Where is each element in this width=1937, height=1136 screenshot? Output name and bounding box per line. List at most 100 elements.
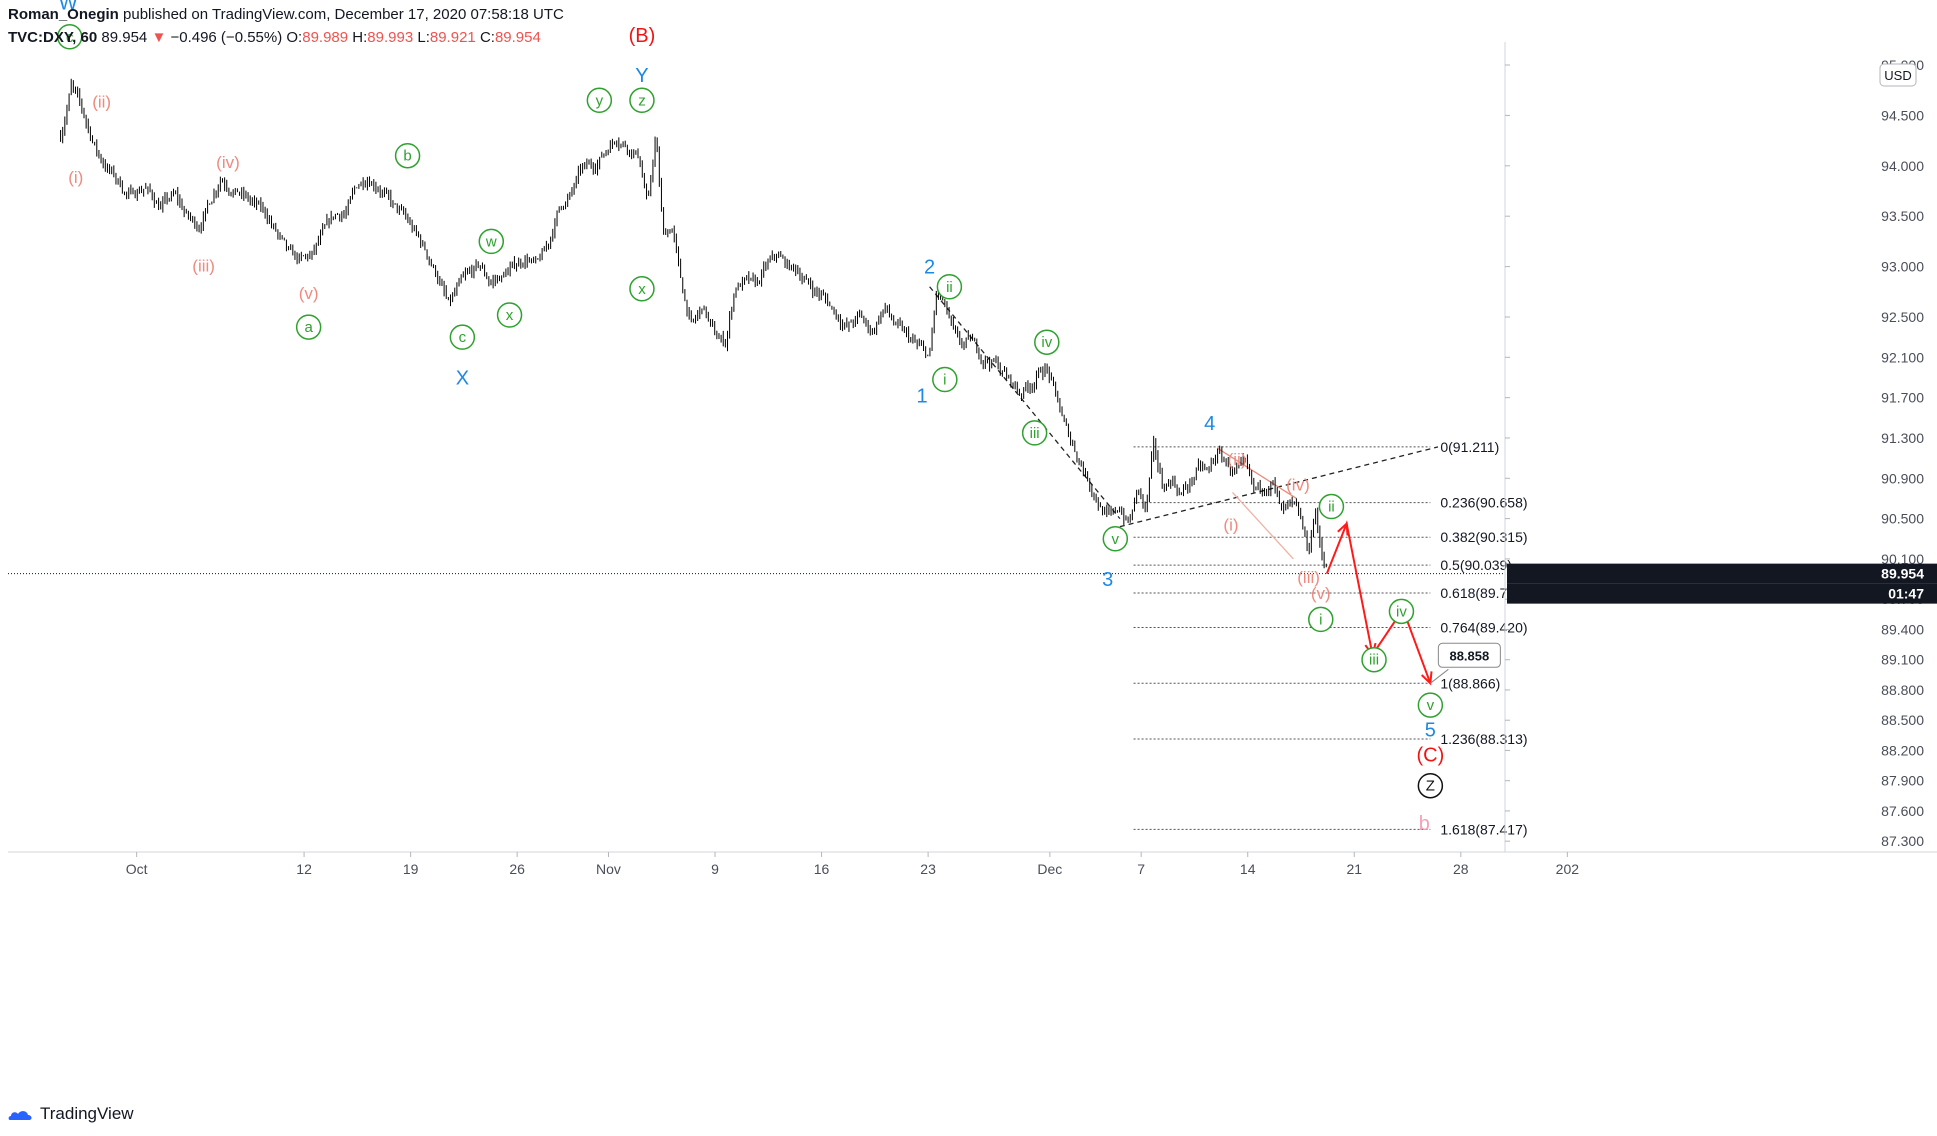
- price-change: −0.496 (−0.55%): [170, 29, 283, 46]
- wave-label-circle: [1034, 329, 1060, 355]
- wave-label: (i): [68, 168, 83, 187]
- y-tick-label: 92.100: [1881, 349, 1924, 365]
- wave-label: b: [1419, 813, 1430, 835]
- wave-label: W: [59, 0, 78, 15]
- countdown-tag-label: 01:47: [1888, 586, 1924, 602]
- wave-label-circle: [1318, 493, 1345, 520]
- y-tick-label: 91.300: [1881, 430, 1924, 446]
- wave-label: (iv): [1286, 475, 1310, 494]
- x-tick-label: 19: [403, 861, 419, 877]
- wave-label: b: [403, 148, 411, 165]
- wave-label-circle: [1021, 420, 1048, 446]
- y-tick-label: 90.900: [1881, 470, 1924, 486]
- currency-badge: [1879, 63, 1917, 87]
- wave-label: 5: [1425, 719, 1436, 741]
- x-tick-label: 16: [814, 861, 830, 877]
- wave-label-circle: [1417, 692, 1444, 718]
- tradingview-logo[interactable]: TradingView: [8, 1104, 134, 1124]
- close-label: C:: [479, 29, 495, 46]
- x-tick-label: 21: [1346, 861, 1362, 877]
- countdown-tag: [1507, 583, 1937, 604]
- x-tick-label: 23: [920, 861, 936, 877]
- wave-label-circle: [936, 274, 963, 300]
- fib-level-label: 0.764(89.420): [1440, 619, 1527, 635]
- wave-label: c: [459, 329, 467, 346]
- wave-label: (iii): [192, 257, 215, 276]
- axes: 95.00094.50094.00093.50093.00092.50092.1…: [8, 42, 1937, 877]
- y-tick-label: 93.000: [1881, 259, 1924, 275]
- wave-label-circle: [449, 324, 476, 350]
- open-label: O:: [286, 29, 303, 46]
- wave-label: i: [943, 371, 946, 388]
- wave-label: w: [485, 233, 497, 250]
- high-value: 89.993: [367, 29, 414, 46]
- wave-label-circle: [1361, 646, 1387, 673]
- low-value: 89.921: [429, 29, 476, 46]
- wave-label: 4: [1204, 413, 1215, 435]
- wave-label: (v): [1311, 584, 1331, 603]
- wave-label: 1: [916, 386, 927, 408]
- wave-label: c: [66, 29, 74, 46]
- wave-label: (B): [629, 25, 656, 47]
- wave-label: y: [596, 92, 604, 109]
- currency-badge-label: USD: [1884, 68, 1911, 83]
- wave-label: iv: [1396, 603, 1407, 620]
- wave-label: x: [638, 281, 646, 298]
- wave-label: (ii): [92, 92, 111, 111]
- wave-label: v: [1112, 531, 1120, 548]
- wave-label: (iii): [1297, 568, 1320, 587]
- y-tick-label: 91.700: [1881, 390, 1924, 406]
- trend-lines: [929, 286, 1439, 560]
- x-tick-label: 202: [1556, 861, 1580, 877]
- wave-label-circle: [932, 366, 958, 393]
- y-tick-label: 90.500: [1881, 511, 1924, 527]
- wave-label-circle: [1417, 772, 1444, 799]
- wave-label-circle: [394, 142, 421, 169]
- y-tick-label: 93.500: [1881, 208, 1924, 224]
- y-tick-label: 87.900: [1881, 773, 1924, 789]
- price-candles: [60, 78, 1327, 569]
- fib-level-label: 0.236(90.658): [1440, 495, 1527, 511]
- x-tick-label: 28: [1453, 861, 1469, 877]
- wave-label: (ii): [1228, 450, 1247, 469]
- projection-arrowhead: [1337, 521, 1349, 536]
- wave-label: (iv): [216, 153, 240, 172]
- projection-path: 88.858: [1325, 520, 1501, 686]
- y-tick-label: 88.500: [1881, 712, 1924, 728]
- fibonacci-levels: 0(91.211) 0.236(90.658) 0.382(90.315) 0.5(9…: [1133, 439, 1528, 837]
- fib-level-label: 0(91.211): [1440, 439, 1499, 455]
- target-callout-pointer: [1430, 668, 1449, 684]
- wave-label-circle: [478, 228, 505, 255]
- wave-label: a: [304, 319, 313, 336]
- fib-level-label: 1.618(87.417): [1440, 821, 1527, 837]
- wave-label: x: [506, 307, 514, 324]
- y-tick-label: 88.200: [1881, 742, 1924, 758]
- fib-level-label: 0.382(90.315): [1440, 529, 1527, 545]
- y-tick-label: 94.500: [1881, 107, 1924, 123]
- wave-label: X: [456, 367, 469, 389]
- wave-label: (v): [299, 284, 319, 303]
- wave-label-circle: [1308, 606, 1334, 633]
- wave-label: iii: [1030, 425, 1040, 442]
- wave-label: Z: [1426, 778, 1435, 795]
- wave-label: ii: [1328, 499, 1335, 516]
- y-tick-label: 87.300: [1881, 833, 1924, 849]
- fib-level-label: 0.5(90.039): [1440, 557, 1512, 573]
- author-name[interactable]: Roman_Onegin: [8, 6, 119, 23]
- last-price: 89.954: [101, 29, 148, 46]
- x-tick-label: 9: [711, 861, 719, 877]
- last-price-tag: [1507, 563, 1937, 584]
- symbol-name[interactable]: TVC:DXY, 60: [8, 29, 98, 46]
- publish-info: Roman_Onegin published on TradingView.co…: [8, 6, 564, 23]
- y-tick-label: 94.000: [1881, 158, 1924, 174]
- channel-lower-line: [1232, 491, 1294, 560]
- x-tick-label: Oct: [126, 861, 148, 877]
- fib-level-label: 0.618(89.762): [1440, 585, 1527, 601]
- x-tick-label: 26: [509, 861, 525, 877]
- close-value: 89.954: [494, 29, 541, 46]
- y-tick-label: 89.100: [1881, 652, 1924, 668]
- wave-label-circle: [629, 87, 655, 114]
- brand-name: TradingView: [40, 1104, 134, 1123]
- y-tick-label: 92.500: [1881, 309, 1924, 325]
